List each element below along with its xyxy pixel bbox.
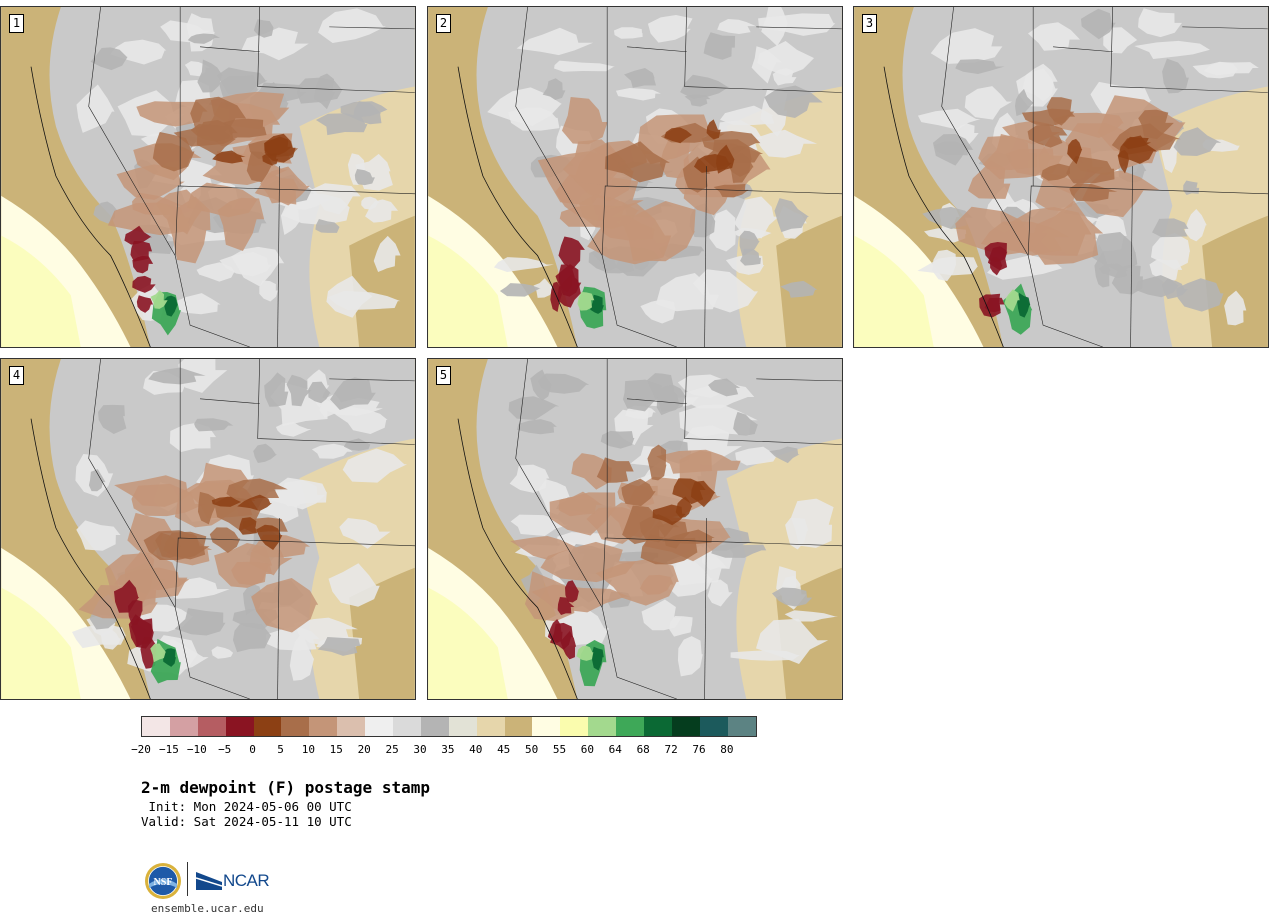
colorbar-tick-label: 76: [692, 743, 706, 756]
title-block: 2-m dewpoint (F) postage stamp Init: Mon…: [141, 778, 430, 829]
colorbar-swatch: [727, 717, 756, 736]
colorbar-swatch: [504, 717, 533, 736]
panel-number: 3: [862, 14, 877, 33]
colorbar-swatch: [532, 717, 561, 736]
colorbar-tick-label: 30: [413, 743, 427, 756]
panel-5: 5: [427, 358, 843, 700]
colorbar-swatch: [476, 717, 505, 736]
colorbar-swatch: [420, 717, 449, 736]
colorbar-swatch: [225, 717, 254, 736]
colorbar-swatch: [253, 717, 282, 736]
colorbar-swatch: [393, 717, 421, 736]
colorbar-tick-label: 35: [441, 743, 455, 756]
colorbar-swatch: [281, 717, 310, 736]
init-time: Init: Mon 2024-05-06 00 UTC: [141, 799, 352, 814]
panel-number: 4: [9, 366, 24, 385]
ncar-logo-text: NCAR: [223, 871, 270, 890]
colorbar-tick-label: 50: [524, 743, 539, 756]
colorbar-tick-label: 10: [301, 743, 316, 756]
colorbar-swatch: [169, 717, 198, 736]
nsf-logo-text: NSF: [154, 877, 173, 888]
colorbar-swatch: [337, 717, 366, 736]
dewpoint-map: [428, 7, 842, 347]
panel-number: 5: [436, 366, 451, 385]
dewpoint-map: [428, 359, 842, 699]
logos: NSF NCAR: [144, 860, 284, 902]
colorbar-swatch: [671, 717, 700, 736]
colorbar-tick-label: 55: [552, 743, 567, 756]
ncar-mark-icon: [196, 872, 222, 890]
colorbar-swatch: [309, 717, 338, 736]
panel-2: 2: [427, 6, 843, 348]
panel-number: 1: [9, 14, 24, 33]
colorbar-tick-label: 40: [469, 743, 483, 756]
colorbar-swatch: [644, 717, 672, 736]
colorbar-tick-label: 15: [329, 743, 343, 756]
panel-3: 3: [853, 6, 1269, 348]
colorbar-tick-label: 45: [497, 743, 511, 756]
colorbar-tick-labels: −20 −15 −10 −5 0 5 10 15 20 25 30 35 40 45 50 55 60 64 68 7…: [131, 743, 761, 757]
colorbar-tick-label: 20: [357, 743, 371, 756]
colorbar-tick-label: 64: [608, 743, 622, 756]
colorbar-swatch: [588, 717, 617, 736]
dewpoint-map: [1, 359, 415, 699]
website-url: ensemble.ucar.edu: [151, 902, 264, 915]
colorbar: [141, 716, 757, 737]
colorbar-tick-label: 5: [277, 743, 284, 756]
panel-1: 1: [0, 6, 416, 348]
colorbar-tick-label: −15: [158, 743, 179, 756]
colorbar-tick-label: 68: [636, 743, 650, 756]
logo-divider: [187, 862, 188, 896]
colorbar-swatch: [560, 717, 589, 736]
dewpoint-map: [854, 7, 1268, 347]
colorbar-tick-label: −10: [186, 743, 207, 756]
colorbar-swatch: [365, 717, 394, 736]
ncar-logo: NCAR: [196, 869, 270, 893]
colorbar-swatch: [616, 717, 645, 736]
colorbar-tick-label: 80: [720, 743, 734, 756]
colorbar-swatch: [142, 717, 170, 736]
panel-number: 2: [436, 14, 451, 33]
colorbar-swatch: [197, 717, 226, 736]
colorbar-tick-label: 0: [249, 743, 256, 756]
colorbar-tick-label: 60: [580, 743, 595, 756]
panel-4: 4: [0, 358, 416, 700]
colorbar-tick-label: −5: [218, 743, 232, 756]
colorbar-tick-label: 25: [385, 743, 399, 756]
valid-time: Valid: Sat 2024-05-11 10 UTC: [141, 814, 352, 829]
colorbar-swatch: [699, 717, 728, 736]
nsf-logo-icon: NSF: [145, 863, 181, 899]
dewpoint-map: [1, 7, 415, 347]
colorbar-tick-label: −20: [131, 743, 151, 756]
colorbar-swatch: [448, 717, 477, 736]
colorbar-tick-label: 72: [664, 743, 678, 756]
figure-title: 2-m dewpoint (F) postage stamp: [141, 778, 430, 797]
